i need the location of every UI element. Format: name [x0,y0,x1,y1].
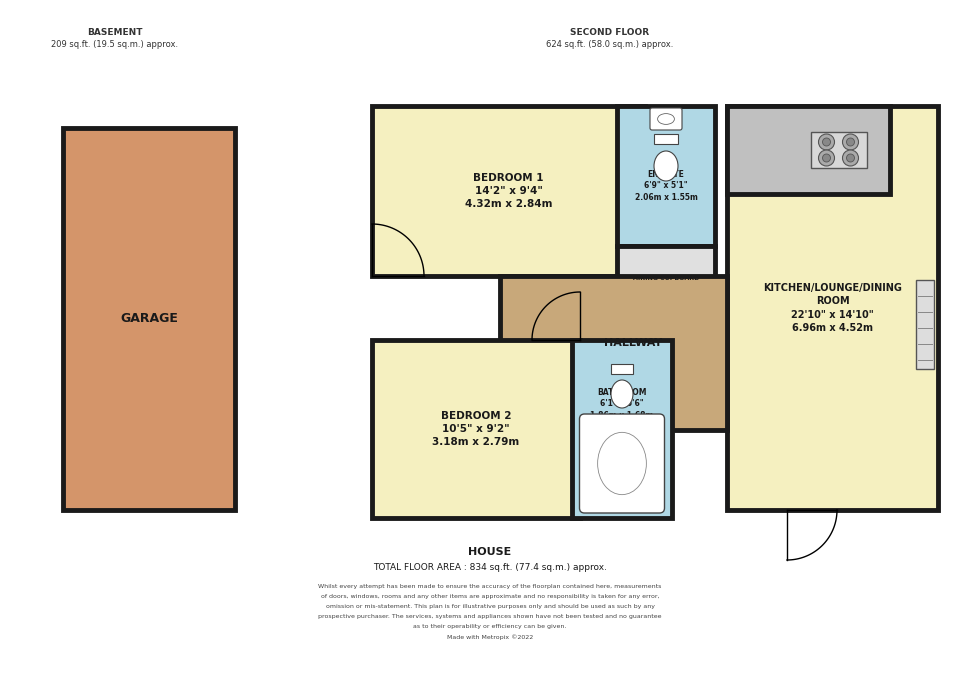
Text: GARAGE: GARAGE [121,313,178,325]
Bar [810,132,866,168]
Text: of doors, windows, rooms and any other items are approximate and no responsibili: of doors, windows, rooms and any other i… [320,594,660,599]
Text: KITCHEN/LOUNGE/DINING
ROOM
22'10" x 14'10"
6.96m x 4.52m: KITCHEN/LOUNGE/DINING ROOM 22'10" x 14'1… [763,283,902,333]
Circle shape [843,134,858,150]
Circle shape [843,150,858,166]
Circle shape [847,154,855,162]
Text: ENSUITE
6'9" x 5'1"
2.06m x 1.55m: ENSUITE 6'9" x 5'1" 2.06m x 1.55m [635,169,698,202]
Text: TOTAL FLOOR AREA : 834 sq.ft. (77.4 sq.m.) approx.: TOTAL FLOOR AREA : 834 sq.ft. (77.4 sq.m… [373,563,607,573]
Text: as to their operability or efficiency can be given.: as to their operability or efficiency ca… [414,624,566,629]
Text: HOUSE: HOUSE [468,547,512,557]
Ellipse shape [598,432,647,495]
Bar [654,134,678,144]
Bar [500,276,727,430]
Circle shape [818,134,835,150]
Text: BEDROOM 2
10'5" x 9'2"
3.18m x 2.79m: BEDROOM 2 10'5" x 9'2" 3.18m x 2.79m [432,411,519,447]
Text: Made with Metropix ©2022: Made with Metropix ©2022 [447,634,533,639]
Bar [372,106,645,276]
Ellipse shape [654,151,678,181]
Bar [617,246,715,310]
Bar [916,280,934,368]
Text: BASEMENT: BASEMENT [87,28,143,37]
Ellipse shape [658,114,674,124]
Bar [727,106,890,194]
Bar [617,106,715,246]
Text: Whilst every attempt has been made to ensure the accuracy of the floorplan conta: Whilst every attempt has been made to en… [318,584,662,589]
FancyBboxPatch shape [650,108,682,130]
Circle shape [822,138,830,146]
Bar [63,128,235,510]
Text: SECOND FLOOR: SECOND FLOOR [570,28,650,37]
Circle shape [818,150,835,166]
Circle shape [822,154,830,162]
Text: AIRING CUPBOARD: AIRING CUPBOARD [633,276,699,281]
Bar [372,340,580,518]
Text: prospective purchaser. The services, systems and appliances shown have not been : prospective purchaser. The services, sys… [318,614,662,619]
FancyBboxPatch shape [579,414,664,513]
Bar [611,364,633,374]
Text: BEDROOM 1
14'2" x 9'4"
4.32m x 2.84m: BEDROOM 1 14'2" x 9'4" 4.32m x 2.84m [465,173,553,209]
Bar [727,106,938,510]
Bar [572,340,672,518]
Text: omission or mis-statement. This plan is for illustrative purposes only and shoul: omission or mis-statement. This plan is … [325,604,655,609]
Text: 209 sq.ft. (19.5 sq.m.) approx.: 209 sq.ft. (19.5 sq.m.) approx. [51,40,178,49]
Text: HALLWAY: HALLWAY [605,338,662,348]
Ellipse shape [611,380,633,408]
Circle shape [847,138,855,146]
Text: BATHROOM
6'1" x 5'6"
1.86m x 1.68m: BATHROOM 6'1" x 5'6" 1.86m x 1.68m [590,388,654,421]
Text: 624 sq.ft. (58.0 sq.m.) approx.: 624 sq.ft. (58.0 sq.m.) approx. [546,40,673,49]
